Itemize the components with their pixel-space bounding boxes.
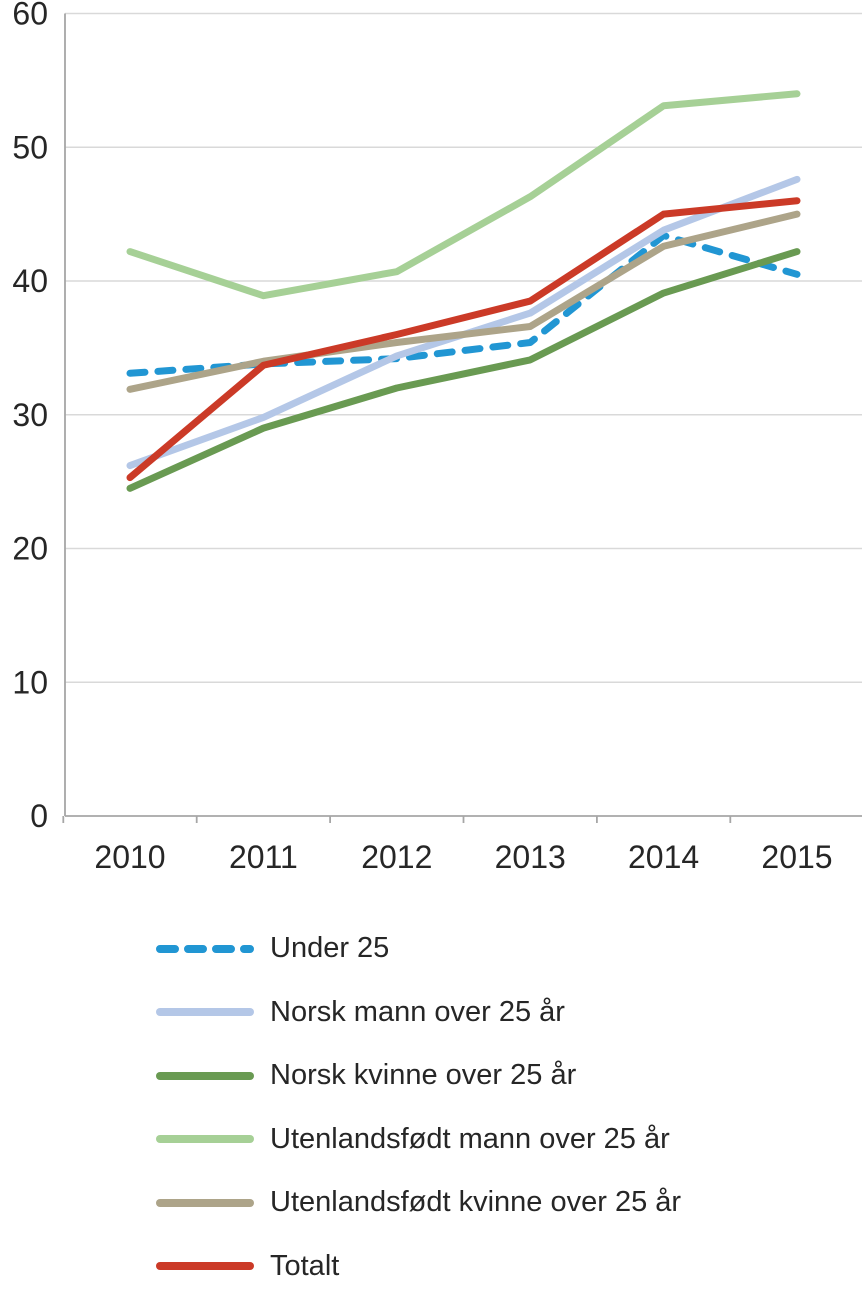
legend-swatch-line <box>155 1133 255 1145</box>
series-line-3 <box>130 94 797 296</box>
series-line-4 <box>130 214 797 389</box>
y-axis-label: 50 <box>12 129 48 165</box>
x-axis-label: 2015 <box>761 839 832 875</box>
legend-label: Utenlandsfødt kvinne over 25 år <box>270 1188 681 1217</box>
legend-item: Utenlandsfødt kvinne over 25 år <box>155 1171 862 1235</box>
legend-item: Norsk mann over 25 år <box>155 981 862 1045</box>
legend-swatch-line <box>155 1006 255 1018</box>
y-axis-label: 40 <box>12 263 48 299</box>
legend-item: Under 25 <box>155 917 862 981</box>
legend-label: Under 25 <box>270 934 389 963</box>
legend-item: Totalt <box>155 1235 862 1298</box>
y-axis-label: 60 <box>12 0 48 32</box>
legend-item: Norsk kvinne over 25 år <box>155 1044 862 1108</box>
x-axis-label: 2013 <box>495 839 566 875</box>
series-line-0 <box>130 236 797 374</box>
chart-legend: Under 25 Norsk mann over 25 år Norsk kvi… <box>155 900 862 1298</box>
legend-swatch-dashed-line <box>155 943 255 955</box>
legend-item: Utenlandsfødt mann over 25 år <box>155 1108 862 1172</box>
legend-label: Utenlandsfødt mann over 25 år <box>270 1125 670 1154</box>
y-axis-label: 30 <box>12 397 48 433</box>
legend-swatch-line <box>155 1070 255 1082</box>
legend-swatch-line <box>155 1197 255 1209</box>
y-axis-label: 20 <box>12 531 48 567</box>
x-axis-label: 2011 <box>229 839 298 875</box>
x-axis-label: 2012 <box>361 839 432 875</box>
legend-swatch-line <box>155 1260 255 1272</box>
y-axis-label: 0 <box>30 798 48 834</box>
series-line-1 <box>130 179 797 465</box>
legend-label: Norsk kvinne over 25 år <box>270 1061 576 1090</box>
x-axis-label: 2014 <box>628 839 699 875</box>
legend-label: Norsk mann over 25 år <box>270 998 565 1027</box>
line-chart: 0 10 20 30 40 50 60 2010 2011 2012 2013 2014 2015 <box>0 0 862 900</box>
y-axis-label: 10 <box>12 664 48 700</box>
x-axis-label: 2010 <box>94 839 165 875</box>
legend-label: Totalt <box>270 1252 339 1281</box>
series-line-5 <box>130 201 797 478</box>
